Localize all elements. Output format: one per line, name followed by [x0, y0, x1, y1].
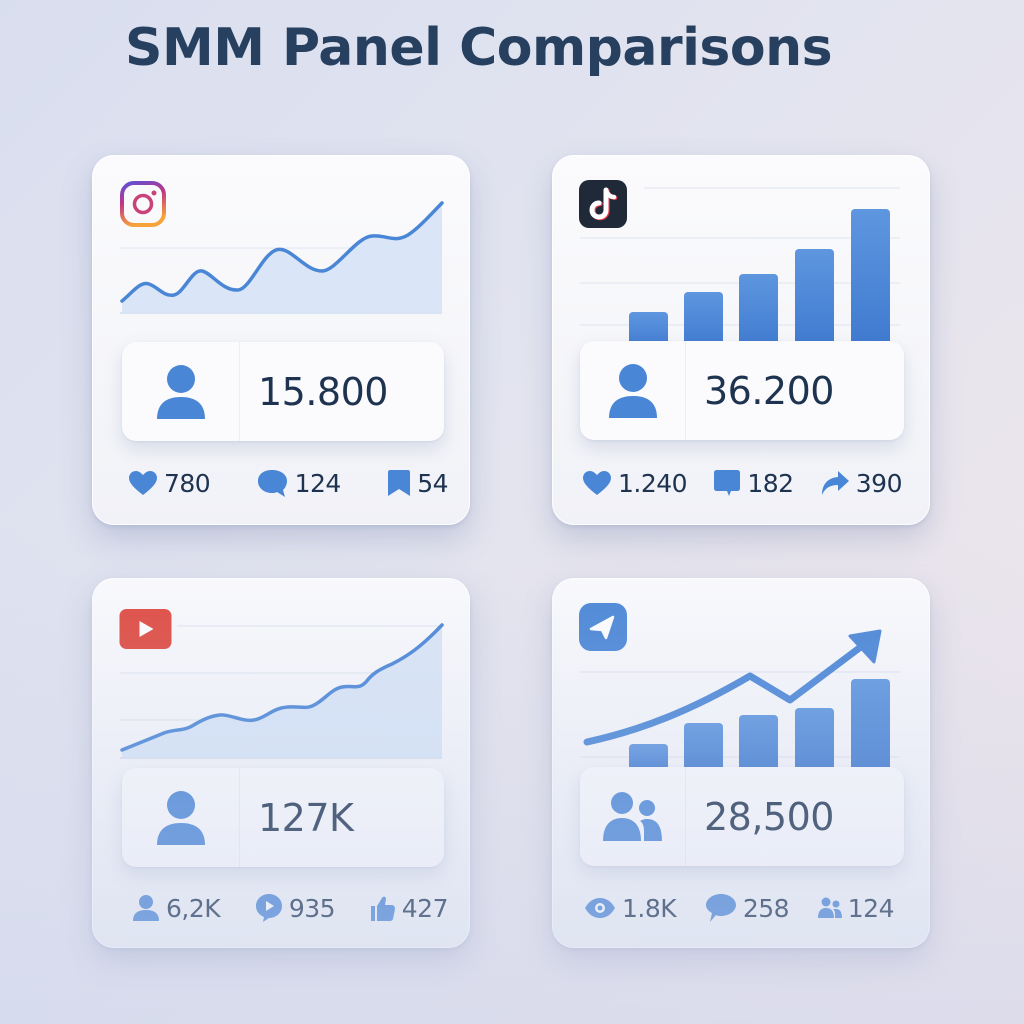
engagement-metrics: 780 124 54: [128, 465, 448, 501]
followers-stat: 127K: [122, 768, 444, 867]
followers-count: 36.200: [704, 368, 834, 413]
tiktok-bar-chart: [580, 187, 900, 352]
comment-icon: [705, 894, 736, 922]
youtube-area-chart: [120, 623, 444, 759]
likes-metric: 1.240: [582, 469, 688, 498]
shares-metric: 390: [820, 469, 902, 498]
comments-metric: 258: [705, 893, 790, 923]
engagement-metrics: 1.240 182 390: [582, 465, 902, 501]
telegram-bar-line-chart: [580, 629, 900, 774]
comment-icon: [257, 470, 287, 497]
user-icon: [608, 363, 657, 418]
users-icon: [602, 791, 662, 841]
views-metric: 1.8K: [584, 894, 677, 923]
youtube-icon: [119, 609, 172, 649]
engagement-metrics: 6,2K 935 427: [132, 890, 449, 926]
heart-icon: [129, 471, 157, 495]
followers-stat: 36.200: [580, 341, 904, 440]
followers-stat: 15.800: [122, 342, 444, 441]
followers-stat: 28,500: [580, 767, 904, 866]
play-comment-icon: [255, 894, 282, 922]
user-icon: [156, 364, 205, 419]
thumbs-up-icon: [370, 896, 395, 921]
comments-metric: 935: [255, 893, 336, 923]
likes-metric: 427: [370, 894, 449, 923]
heart-icon: [583, 471, 611, 495]
subscribers-metric: 6,2K: [132, 894, 221, 923]
followers-count: 127K: [258, 795, 354, 840]
share-icon: [821, 471, 849, 495]
instagram-icon: [120, 181, 166, 227]
youtube-card: 127K 6,2K 935 427: [92, 578, 470, 948]
comments-metric: 124: [257, 468, 341, 498]
tiktok-icon: [579, 180, 627, 228]
bookmark-icon: [388, 470, 411, 496]
tiktok-card: 36.200 1.240 182 390: [552, 155, 930, 525]
telegram-icon: [579, 603, 627, 651]
instagram-card: 15.800 780 124 54: [92, 155, 470, 525]
users-icon: [817, 897, 842, 918]
user-icon: [156, 790, 205, 845]
followers-count: 28,500: [704, 794, 834, 839]
comment-icon: [714, 470, 741, 496]
engagement-metrics: 1.8K 258 124: [584, 890, 895, 926]
eye-icon: [585, 898, 615, 918]
members-metric: 124: [817, 894, 895, 923]
telegram-card: 28,500 1.8K 258 124: [552, 578, 930, 948]
saves-metric: 54: [387, 468, 448, 498]
user-icon: [133, 895, 159, 921]
comments-metric: 182: [713, 468, 794, 498]
followers-count: 15.800: [258, 369, 388, 414]
instagram-area-chart: [120, 201, 444, 314]
page-title: SMM Panel Comparisons: [125, 18, 833, 78]
likes-metric: 780: [128, 469, 211, 498]
